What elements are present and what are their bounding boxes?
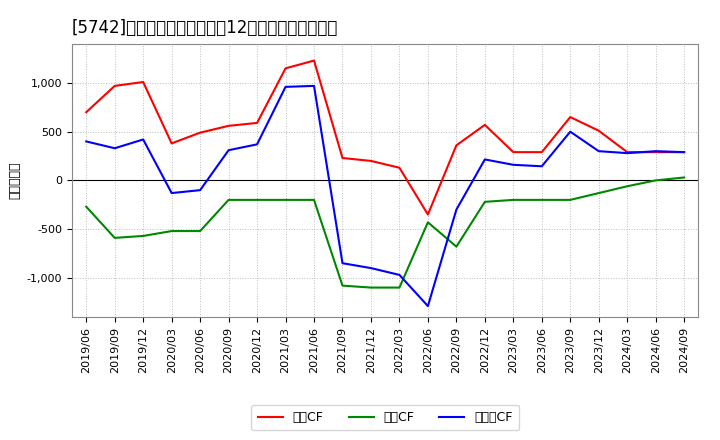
営業CF xyxy=(110,83,119,88)
フリーCF xyxy=(310,83,318,88)
投資CF xyxy=(480,199,489,205)
フリーCF xyxy=(167,191,176,196)
営業CF xyxy=(167,141,176,146)
投資CF xyxy=(423,220,432,225)
フリーCF xyxy=(253,142,261,147)
フリーCF xyxy=(680,150,688,155)
投資CF xyxy=(310,197,318,202)
Legend: 営業CF, 投資CF, フリーCF: 営業CF, 投資CF, フリーCF xyxy=(251,405,519,430)
営業CF xyxy=(423,212,432,217)
Line: 営業CF: 営業CF xyxy=(86,61,684,214)
投資CF xyxy=(196,228,204,234)
フリーCF xyxy=(652,149,660,154)
フリーCF xyxy=(395,272,404,278)
投資CF xyxy=(509,197,518,202)
営業CF xyxy=(480,122,489,128)
Text: [5742]　キャッシュフローの12か月移動合計の推移: [5742] キャッシュフローの12か月移動合計の推移 xyxy=(72,19,338,37)
Line: フリーCF: フリーCF xyxy=(86,86,684,306)
フリーCF xyxy=(225,147,233,153)
営業CF xyxy=(680,150,688,155)
投資CF xyxy=(452,244,461,249)
営業CF xyxy=(225,123,233,128)
営業CF xyxy=(623,150,631,155)
営業CF xyxy=(82,110,91,115)
投資CF xyxy=(167,228,176,234)
営業CF xyxy=(452,143,461,148)
投資CF xyxy=(282,197,290,202)
投資CF xyxy=(537,197,546,202)
フリーCF xyxy=(338,260,347,266)
フリーCF xyxy=(82,139,91,144)
フリーCF xyxy=(423,304,432,309)
フリーCF xyxy=(139,137,148,142)
投資CF xyxy=(366,285,375,290)
営業CF xyxy=(395,165,404,170)
フリーCF xyxy=(595,149,603,154)
投資CF xyxy=(82,204,91,209)
営業CF xyxy=(196,130,204,136)
投資CF xyxy=(253,197,261,202)
営業CF xyxy=(366,158,375,164)
投資CF xyxy=(338,283,347,288)
投資CF xyxy=(595,191,603,196)
フリーCF xyxy=(110,146,119,151)
投資CF xyxy=(652,178,660,183)
営業CF xyxy=(595,128,603,133)
フリーCF xyxy=(623,150,631,156)
営業CF xyxy=(509,150,518,155)
フリーCF xyxy=(480,157,489,162)
投資CF xyxy=(566,197,575,202)
投資CF xyxy=(110,235,119,241)
フリーCF xyxy=(452,207,461,212)
営業CF xyxy=(566,114,575,120)
営業CF xyxy=(253,120,261,125)
営業CF xyxy=(338,155,347,161)
営業CF xyxy=(537,150,546,155)
フリーCF xyxy=(537,164,546,169)
投資CF xyxy=(139,233,148,238)
フリーCF xyxy=(509,162,518,168)
Line: 投資CF: 投資CF xyxy=(86,177,684,288)
フリーCF xyxy=(196,187,204,193)
営業CF xyxy=(310,58,318,63)
フリーCF xyxy=(282,84,290,89)
投資CF xyxy=(680,175,688,180)
営業CF xyxy=(139,79,148,84)
投資CF xyxy=(623,183,631,189)
Y-axis label: （百万円）: （百万円） xyxy=(8,161,21,199)
投資CF xyxy=(395,285,404,290)
営業CF xyxy=(652,150,660,155)
フリーCF xyxy=(566,129,575,134)
営業CF xyxy=(282,66,290,71)
投資CF xyxy=(225,197,233,202)
フリーCF xyxy=(366,265,375,271)
